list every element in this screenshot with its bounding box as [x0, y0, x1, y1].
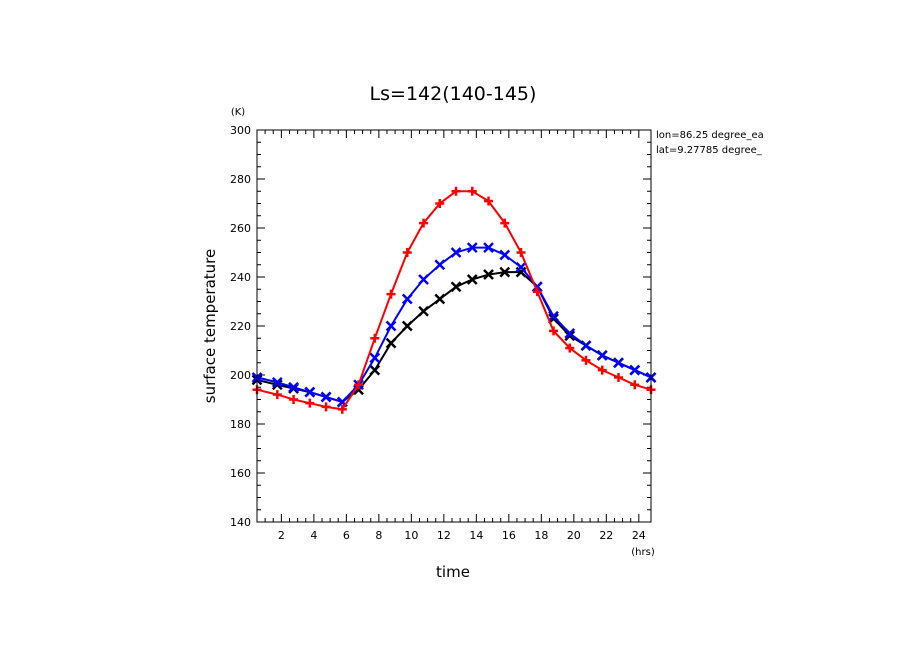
y-tick-label: 180 [230, 418, 251, 431]
series-point-0 [484, 196, 494, 206]
lon-annotation: lon=86.25 degree_ea [656, 130, 764, 141]
y-tick-label: 220 [230, 320, 251, 333]
series-point-1 [418, 274, 429, 285]
x-tick-label: 2 [278, 529, 285, 542]
series-point-0 [435, 199, 445, 208]
series-point-0 [386, 289, 396, 299]
series-point-0 [321, 402, 331, 412]
series-point-1 [564, 327, 576, 339]
series-point-0 [516, 248, 526, 257]
y-axis-label: surface temperature [201, 249, 219, 404]
series-line-0 [256, 190, 652, 411]
series-point-1 [483, 242, 494, 253]
series-point-1 [450, 247, 462, 258]
x-axis-label: time [436, 563, 470, 581]
series-point-0 [337, 404, 347, 414]
series-point-2 [466, 274, 478, 285]
series-point-0 [467, 186, 477, 196]
y-tick-label: 280 [230, 173, 251, 186]
series-point-2 [401, 320, 413, 332]
x-tick-label: 22 [599, 529, 613, 542]
x-tick-label: 18 [534, 529, 548, 542]
x-tick-label: 10 [404, 529, 418, 542]
x-tick-label: 6 [343, 529, 350, 542]
series-point-2 [385, 337, 397, 349]
series-point-1 [385, 320, 397, 332]
series-point-0 [630, 380, 640, 390]
series-point-2 [434, 293, 446, 305]
series-point-0 [370, 333, 380, 343]
series-point-1 [369, 352, 381, 364]
series-point-2 [450, 281, 462, 293]
series-point-2 [418, 305, 429, 317]
series-point-1 [401, 293, 413, 305]
series-point-1 [548, 310, 559, 322]
plot-frame [256, 129, 652, 523]
series-point-1 [499, 249, 511, 261]
lat-annotation: lat=9.27785 degree_ [656, 145, 763, 156]
y-tick-label: 260 [230, 222, 251, 235]
y-tick-label: 300 [230, 124, 251, 137]
series-point-0 [565, 343, 575, 353]
series-point-0 [289, 395, 299, 404]
y-tick-label: 240 [230, 271, 251, 284]
series-point-1 [515, 261, 527, 273]
y-tick-label: 140 [230, 516, 251, 529]
series-point-1 [629, 364, 641, 376]
series-point-1 [434, 259, 446, 271]
series-point-1 [580, 340, 592, 351]
series-point-0 [500, 218, 510, 228]
series-point-0 [532, 287, 542, 297]
series-point-1 [271, 376, 283, 388]
series-point-0 [581, 355, 591, 365]
series-point-1 [304, 386, 316, 398]
x-tick-label: 14 [469, 529, 483, 542]
series-point-2 [483, 269, 494, 280]
x-tick-label: 20 [567, 529, 581, 542]
series-point-0 [272, 390, 282, 400]
series-point-0 [354, 380, 364, 390]
chart-title: Ls=142(140-145) [370, 83, 537, 105]
y-unit-label: (K) [231, 107, 245, 118]
y-tick-label: 160 [230, 467, 251, 480]
series-point-0 [614, 372, 624, 382]
x-tick-label: 24 [632, 529, 646, 542]
series-point-1 [613, 357, 624, 369]
series-point-2 [369, 364, 381, 376]
series-point-1 [320, 391, 332, 403]
series-point-2 [564, 330, 576, 342]
x-tick-label: 4 [310, 529, 317, 542]
series-line-1 [256, 246, 652, 404]
x-tick-label: 12 [437, 529, 451, 542]
x-unit-label: (hrs) [631, 547, 655, 558]
series-point-2 [499, 266, 511, 278]
series-point-0 [402, 248, 412, 257]
series-point-0 [451, 186, 461, 196]
series-point-0 [419, 218, 429, 228]
series-point-0 [305, 398, 315, 408]
series-point-1 [466, 242, 478, 253]
series-point-0 [597, 365, 607, 375]
series-point-1 [288, 381, 299, 393]
y-tick-label: 200 [230, 369, 251, 382]
series-point-1 [596, 350, 608, 361]
series-point-0 [549, 326, 559, 336]
x-tick-label: 8 [375, 529, 382, 542]
series-layer [251, 186, 657, 414]
x-tick-label: 16 [502, 529, 516, 542]
series-line-2 [256, 271, 652, 404]
